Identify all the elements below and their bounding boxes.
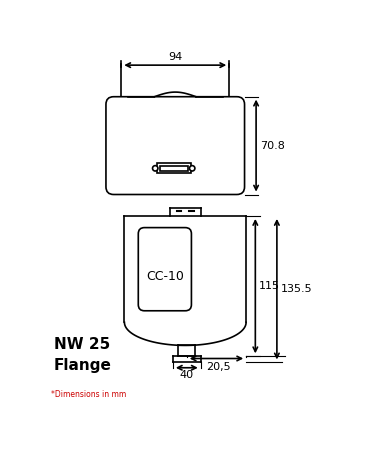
Bar [157, 164, 191, 173]
Text: 20,5: 20,5 [206, 361, 230, 371]
Text: 94: 94 [168, 52, 182, 62]
Circle shape [189, 166, 195, 171]
Text: *Dimensions in mm: *Dimensions in mm [51, 390, 126, 399]
Text: 115: 115 [259, 281, 280, 291]
Bar [160, 166, 187, 171]
Text: CC-10: CC-10 [146, 270, 184, 284]
FancyBboxPatch shape [138, 227, 192, 311]
Text: 40: 40 [180, 370, 194, 380]
FancyBboxPatch shape [106, 96, 244, 194]
Text: 135.5: 135.5 [281, 284, 312, 294]
Circle shape [153, 166, 158, 171]
Text: 70.8: 70.8 [260, 140, 285, 150]
Text: NW 25
Flange: NW 25 Flange [54, 337, 112, 373]
